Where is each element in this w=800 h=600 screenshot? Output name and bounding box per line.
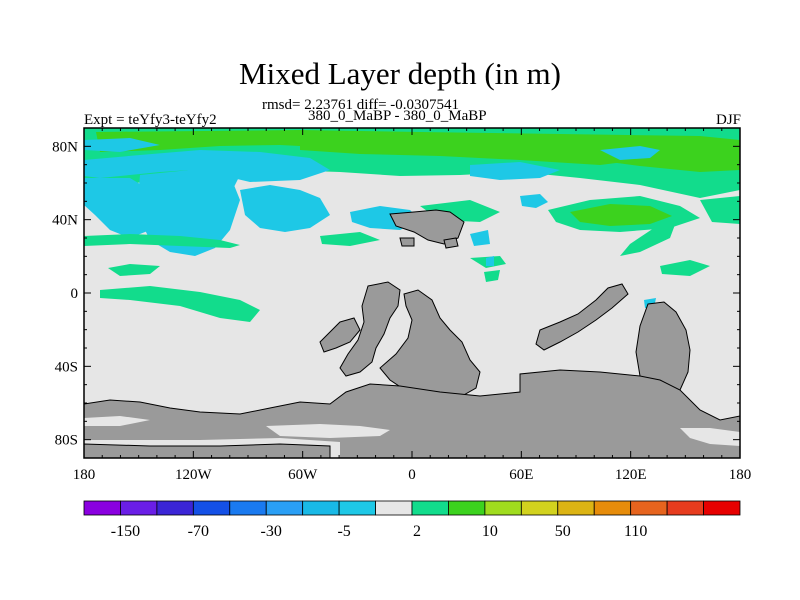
colorbar-swatch xyxy=(411,500,449,516)
colorbar-swatch xyxy=(703,500,741,516)
colorbar-swatch xyxy=(375,500,413,516)
colorbar-swatch xyxy=(338,500,376,516)
colorbar-label: 2 xyxy=(413,523,421,540)
colorbar-label: 110 xyxy=(624,523,647,540)
region-deeper xyxy=(484,270,500,282)
region-deeper xyxy=(700,196,740,224)
x-tick-label: 60W xyxy=(288,467,318,483)
colorbar-swatch xyxy=(557,500,595,516)
land-inlet xyxy=(680,428,740,446)
experiment-label: Expt = teYfy3-teYfy2 xyxy=(84,112,217,128)
y-tick-label: 40N xyxy=(52,213,78,229)
region-deeper xyxy=(620,222,676,256)
region-shallower xyxy=(470,230,490,246)
colorbar-swatch xyxy=(83,500,121,516)
colorbar: -150 -70 -30 -5 2 10 50 110 xyxy=(83,500,741,540)
region-shallower xyxy=(84,138,160,152)
y-tick-label: 80N xyxy=(52,139,78,155)
x-tick-label: 60E xyxy=(509,467,533,483)
colorbar-swatch xyxy=(156,500,194,516)
land-south-america-west xyxy=(319,317,361,353)
colorbar-swatch xyxy=(229,500,267,516)
map-layer xyxy=(84,128,740,458)
region-deeper-strong xyxy=(570,204,672,226)
colorbar-swatch xyxy=(484,500,522,516)
x-tick-label: 180 xyxy=(729,467,752,483)
season-label: DJF xyxy=(715,112,741,128)
colorbar-swatch xyxy=(302,500,340,516)
chart-title: Mixed Layer depth (in m) xyxy=(239,56,561,91)
colorbar-swatch xyxy=(520,500,559,516)
region-deeper xyxy=(320,232,380,246)
colorbar-label: -30 xyxy=(261,523,282,540)
x-axis: 180 120W 60W 0 60E 120E 180 xyxy=(73,128,752,483)
colorbar-swatch xyxy=(192,500,231,516)
x-tick-label: 120W xyxy=(175,467,213,483)
land-asia-arc xyxy=(535,283,629,351)
region-deeper xyxy=(100,286,260,322)
region-deeper xyxy=(108,264,160,276)
colorbar-swatch xyxy=(265,500,304,516)
colorbar-label: 10 xyxy=(482,523,498,540)
y-tick-label: 0 xyxy=(71,286,79,302)
colorbar-swatch xyxy=(666,500,704,516)
stats-line: rmsd= 2.23761 diff= -0.0307541 xyxy=(262,97,460,113)
region-shallower xyxy=(470,162,560,180)
colorbar-label: -150 xyxy=(111,523,140,540)
region-shallower xyxy=(520,194,548,208)
y-axis: 80N 40N 0 40S 80S xyxy=(52,127,740,459)
colorbar-swatch xyxy=(120,500,158,516)
colorbar-label: -5 xyxy=(337,523,350,540)
colorbar-swatch xyxy=(448,500,486,516)
region-deeper-strong xyxy=(96,130,740,172)
colorbar-swatch xyxy=(593,500,632,516)
colorbar-label: -70 xyxy=(188,523,209,540)
y-tick-label: 80S xyxy=(55,433,78,449)
land-antarctic-lower xyxy=(84,443,331,458)
land-inlet xyxy=(266,424,390,438)
region-shallower xyxy=(138,170,240,256)
land-europe xyxy=(389,209,465,245)
region-shallower xyxy=(486,256,494,266)
region-shallower xyxy=(240,185,330,232)
land-antarctica xyxy=(84,369,740,458)
y-tick-label: 40S xyxy=(55,359,78,375)
chart-subtitle: 380_0_MaBP - 380_0_MaBP xyxy=(308,108,487,124)
land-bay xyxy=(84,416,150,426)
region-deeper xyxy=(84,234,240,248)
x-tick-label: 120E xyxy=(615,467,647,483)
land-small xyxy=(443,237,459,249)
region-deeper-strong xyxy=(300,138,640,165)
region-shallower xyxy=(600,146,660,160)
region-deeper xyxy=(660,260,710,276)
colorbar-swatch xyxy=(630,500,668,516)
x-tick-label: 180 xyxy=(73,467,96,483)
x-tick-label: 0 xyxy=(408,467,416,483)
land-small xyxy=(399,237,415,247)
colorbar-label: 50 xyxy=(555,523,571,540)
land-south-america xyxy=(339,281,401,377)
